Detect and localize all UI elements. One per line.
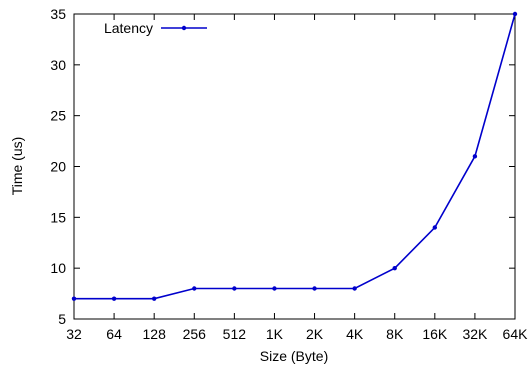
- y-tick-label: 35: [50, 6, 66, 22]
- x-tick-label: 2K: [306, 326, 324, 342]
- x-tick-label: 64K: [503, 326, 529, 342]
- x-axis-label: Size (Byte): [260, 348, 328, 364]
- data-point: [71, 296, 77, 301]
- plot-frame: [73, 13, 516, 320]
- data-point: [232, 286, 237, 291]
- series-group: [71, 11, 518, 301]
- data-point: [272, 286, 277, 291]
- x-tick-label: 512: [223, 326, 247, 342]
- x-tick-label: 256: [183, 326, 207, 342]
- x-tick-label: 4K: [346, 326, 364, 342]
- y-tick-label: 30: [50, 57, 66, 73]
- series-line-latency: [74, 13, 516, 300]
- data-point: [352, 286, 357, 291]
- x-axis-ticks: 32 64 128 256 512 1K 2K 4K 8K 16K 32K 64K: [66, 14, 528, 342]
- y-axis-label: Time (us): [9, 137, 25, 196]
- data-point: [312, 286, 317, 291]
- y-tick-label: 15: [50, 209, 66, 225]
- x-tick-label: 8K: [386, 326, 404, 342]
- x-tick-label: 32K: [462, 326, 488, 342]
- legend: Latency: [104, 20, 207, 36]
- x-tick-label: 1K: [266, 326, 284, 342]
- data-point: [111, 296, 117, 301]
- x-tick-label: 16K: [422, 326, 448, 342]
- y-axis-ticks: 5 10 15 20 25 30 35: [50, 6, 515, 327]
- x-tick-label: 64: [106, 326, 122, 342]
- y-tick-label: 10: [50, 260, 66, 276]
- y-tick-label: 5: [58, 311, 66, 327]
- data-point: [192, 286, 197, 291]
- data-point: [512, 11, 518, 17]
- x-tick-label: 32: [66, 326, 82, 342]
- data-point: [432, 225, 438, 230]
- data-point: [151, 296, 157, 301]
- y-tick-label: 20: [50, 159, 66, 175]
- legend-marker: [181, 25, 187, 31]
- data-point: [472, 154, 478, 159]
- y-tick-label: 25: [50, 108, 66, 124]
- x-tick-label: 128: [143, 326, 167, 342]
- data-point: [392, 265, 397, 271]
- legend-label: Latency: [104, 20, 153, 36]
